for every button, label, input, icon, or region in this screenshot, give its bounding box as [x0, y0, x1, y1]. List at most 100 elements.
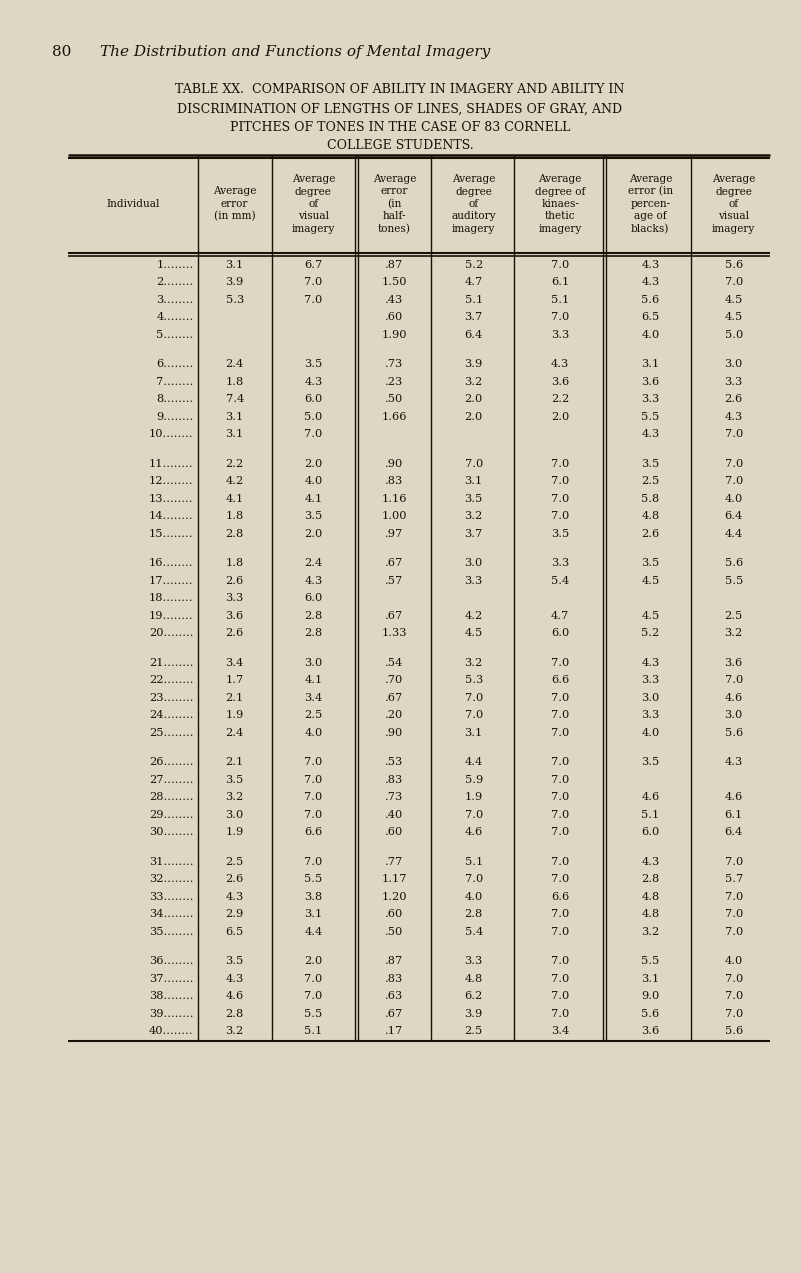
Text: 3.9: 3.9	[226, 278, 244, 288]
Text: 3.2: 3.2	[226, 792, 244, 802]
Text: 2.5: 2.5	[725, 611, 743, 621]
Text: 3.3: 3.3	[642, 710, 659, 721]
Text: 2.6: 2.6	[642, 528, 659, 538]
Text: 6.1: 6.1	[551, 278, 570, 288]
Text: 3.1: 3.1	[304, 909, 323, 919]
Text: 1.17: 1.17	[381, 875, 407, 885]
Text: 4.0: 4.0	[725, 494, 743, 504]
Text: 2.0: 2.0	[465, 411, 483, 421]
Text: 7.0: 7.0	[725, 909, 743, 919]
Text: 2.8: 2.8	[304, 611, 323, 621]
Text: 3.4: 3.4	[304, 693, 323, 703]
Text: 7.0: 7.0	[465, 810, 483, 820]
Text: 37........: 37........	[149, 974, 194, 984]
Text: 6.6: 6.6	[551, 675, 570, 685]
Text: 4.3: 4.3	[642, 429, 659, 439]
Text: 3.5: 3.5	[304, 359, 323, 369]
Text: 5.4: 5.4	[465, 927, 483, 937]
Text: 2.4: 2.4	[304, 559, 323, 568]
Text: 3.3: 3.3	[725, 377, 743, 387]
Text: 7.0: 7.0	[725, 458, 743, 468]
Text: 2.6: 2.6	[226, 575, 244, 586]
Text: TABLE XX.  COMPARISON OF ABILITY IN IMAGERY AND ABILITY IN: TABLE XX. COMPARISON OF ABILITY IN IMAGE…	[175, 83, 625, 95]
Text: .17: .17	[385, 1026, 404, 1036]
Text: 2.8: 2.8	[304, 629, 323, 638]
Text: 7.0: 7.0	[725, 892, 743, 901]
Text: 2........: 2........	[156, 278, 194, 288]
Text: .50: .50	[385, 395, 404, 405]
Text: 7.0: 7.0	[725, 992, 743, 1002]
Text: 4.1: 4.1	[304, 494, 323, 504]
Text: 7.0: 7.0	[304, 775, 323, 784]
Text: 35........: 35........	[149, 927, 194, 937]
Text: 4.3: 4.3	[551, 359, 570, 369]
Text: .67: .67	[385, 559, 404, 568]
Text: 5.6: 5.6	[725, 1026, 743, 1036]
Text: 4.1: 4.1	[226, 494, 244, 504]
Text: 4.8: 4.8	[642, 512, 659, 521]
Text: .57: .57	[385, 575, 404, 586]
Text: 4.8: 4.8	[642, 909, 659, 919]
Text: .20: .20	[385, 710, 404, 721]
Text: 4.2: 4.2	[465, 611, 483, 621]
Text: 3.0: 3.0	[725, 359, 743, 369]
Text: 19........: 19........	[149, 611, 194, 621]
Text: 6........: 6........	[156, 359, 194, 369]
Text: 6.5: 6.5	[226, 927, 244, 937]
Text: 5.3: 5.3	[226, 295, 244, 304]
Text: 3.0: 3.0	[304, 658, 323, 668]
Text: 5.5: 5.5	[642, 411, 659, 421]
Text: 6.2: 6.2	[465, 992, 483, 1002]
Text: 7.0: 7.0	[304, 857, 323, 867]
Text: .77: .77	[385, 857, 404, 867]
Text: 4.0: 4.0	[642, 330, 659, 340]
Text: 3.0: 3.0	[642, 693, 659, 703]
Text: 4.5: 4.5	[725, 295, 743, 304]
Text: 7.0: 7.0	[725, 1008, 743, 1018]
Text: 7.0: 7.0	[551, 927, 570, 937]
Text: 1.00: 1.00	[381, 512, 407, 521]
Text: 7.0: 7.0	[551, 792, 570, 802]
Text: 3.2: 3.2	[725, 629, 743, 638]
Text: 3........: 3........	[156, 295, 194, 304]
Text: 2.8: 2.8	[642, 875, 659, 885]
Text: 2.1: 2.1	[226, 757, 244, 768]
Text: 7.0: 7.0	[551, 710, 570, 721]
Text: .90: .90	[385, 458, 404, 468]
Text: 2.5: 2.5	[304, 710, 323, 721]
Text: 4.3: 4.3	[226, 892, 244, 901]
Text: 1.50: 1.50	[381, 278, 407, 288]
Text: 3.1: 3.1	[642, 359, 659, 369]
Text: 7.0: 7.0	[551, 992, 570, 1002]
Text: 5.5: 5.5	[642, 956, 659, 966]
Text: 1.16: 1.16	[381, 494, 407, 504]
Text: .97: .97	[385, 528, 404, 538]
Text: 3.5: 3.5	[226, 775, 244, 784]
Text: 7.0: 7.0	[551, 658, 570, 668]
Text: 7.0: 7.0	[551, 974, 570, 984]
Text: 3.1: 3.1	[642, 974, 659, 984]
Text: 4.3: 4.3	[642, 260, 659, 270]
Text: .90: .90	[385, 728, 404, 738]
Text: 7.0: 7.0	[465, 458, 483, 468]
Text: 2.5: 2.5	[226, 857, 244, 867]
Text: 7.0: 7.0	[304, 757, 323, 768]
Text: 2.0: 2.0	[465, 395, 483, 405]
Text: 4.0: 4.0	[725, 956, 743, 966]
Text: 3.5: 3.5	[304, 512, 323, 521]
Text: 7.0: 7.0	[551, 260, 570, 270]
Text: Average
degree
of
visual
imagery: Average degree of visual imagery	[292, 174, 335, 234]
Text: 3.5: 3.5	[551, 528, 570, 538]
Text: .83: .83	[385, 974, 404, 984]
Text: .54: .54	[385, 658, 404, 668]
Text: 2.9: 2.9	[226, 909, 244, 919]
Text: 15........: 15........	[149, 528, 194, 538]
Text: 3.8: 3.8	[304, 892, 323, 901]
Text: 3.5: 3.5	[226, 956, 244, 966]
Text: 3.1: 3.1	[226, 429, 244, 439]
Text: 3.4: 3.4	[226, 658, 244, 668]
Text: 4.3: 4.3	[725, 411, 743, 421]
Text: Average
degree
of
visual
imagery: Average degree of visual imagery	[712, 174, 755, 234]
Text: 2.2: 2.2	[226, 458, 244, 468]
Text: 4.3: 4.3	[642, 857, 659, 867]
